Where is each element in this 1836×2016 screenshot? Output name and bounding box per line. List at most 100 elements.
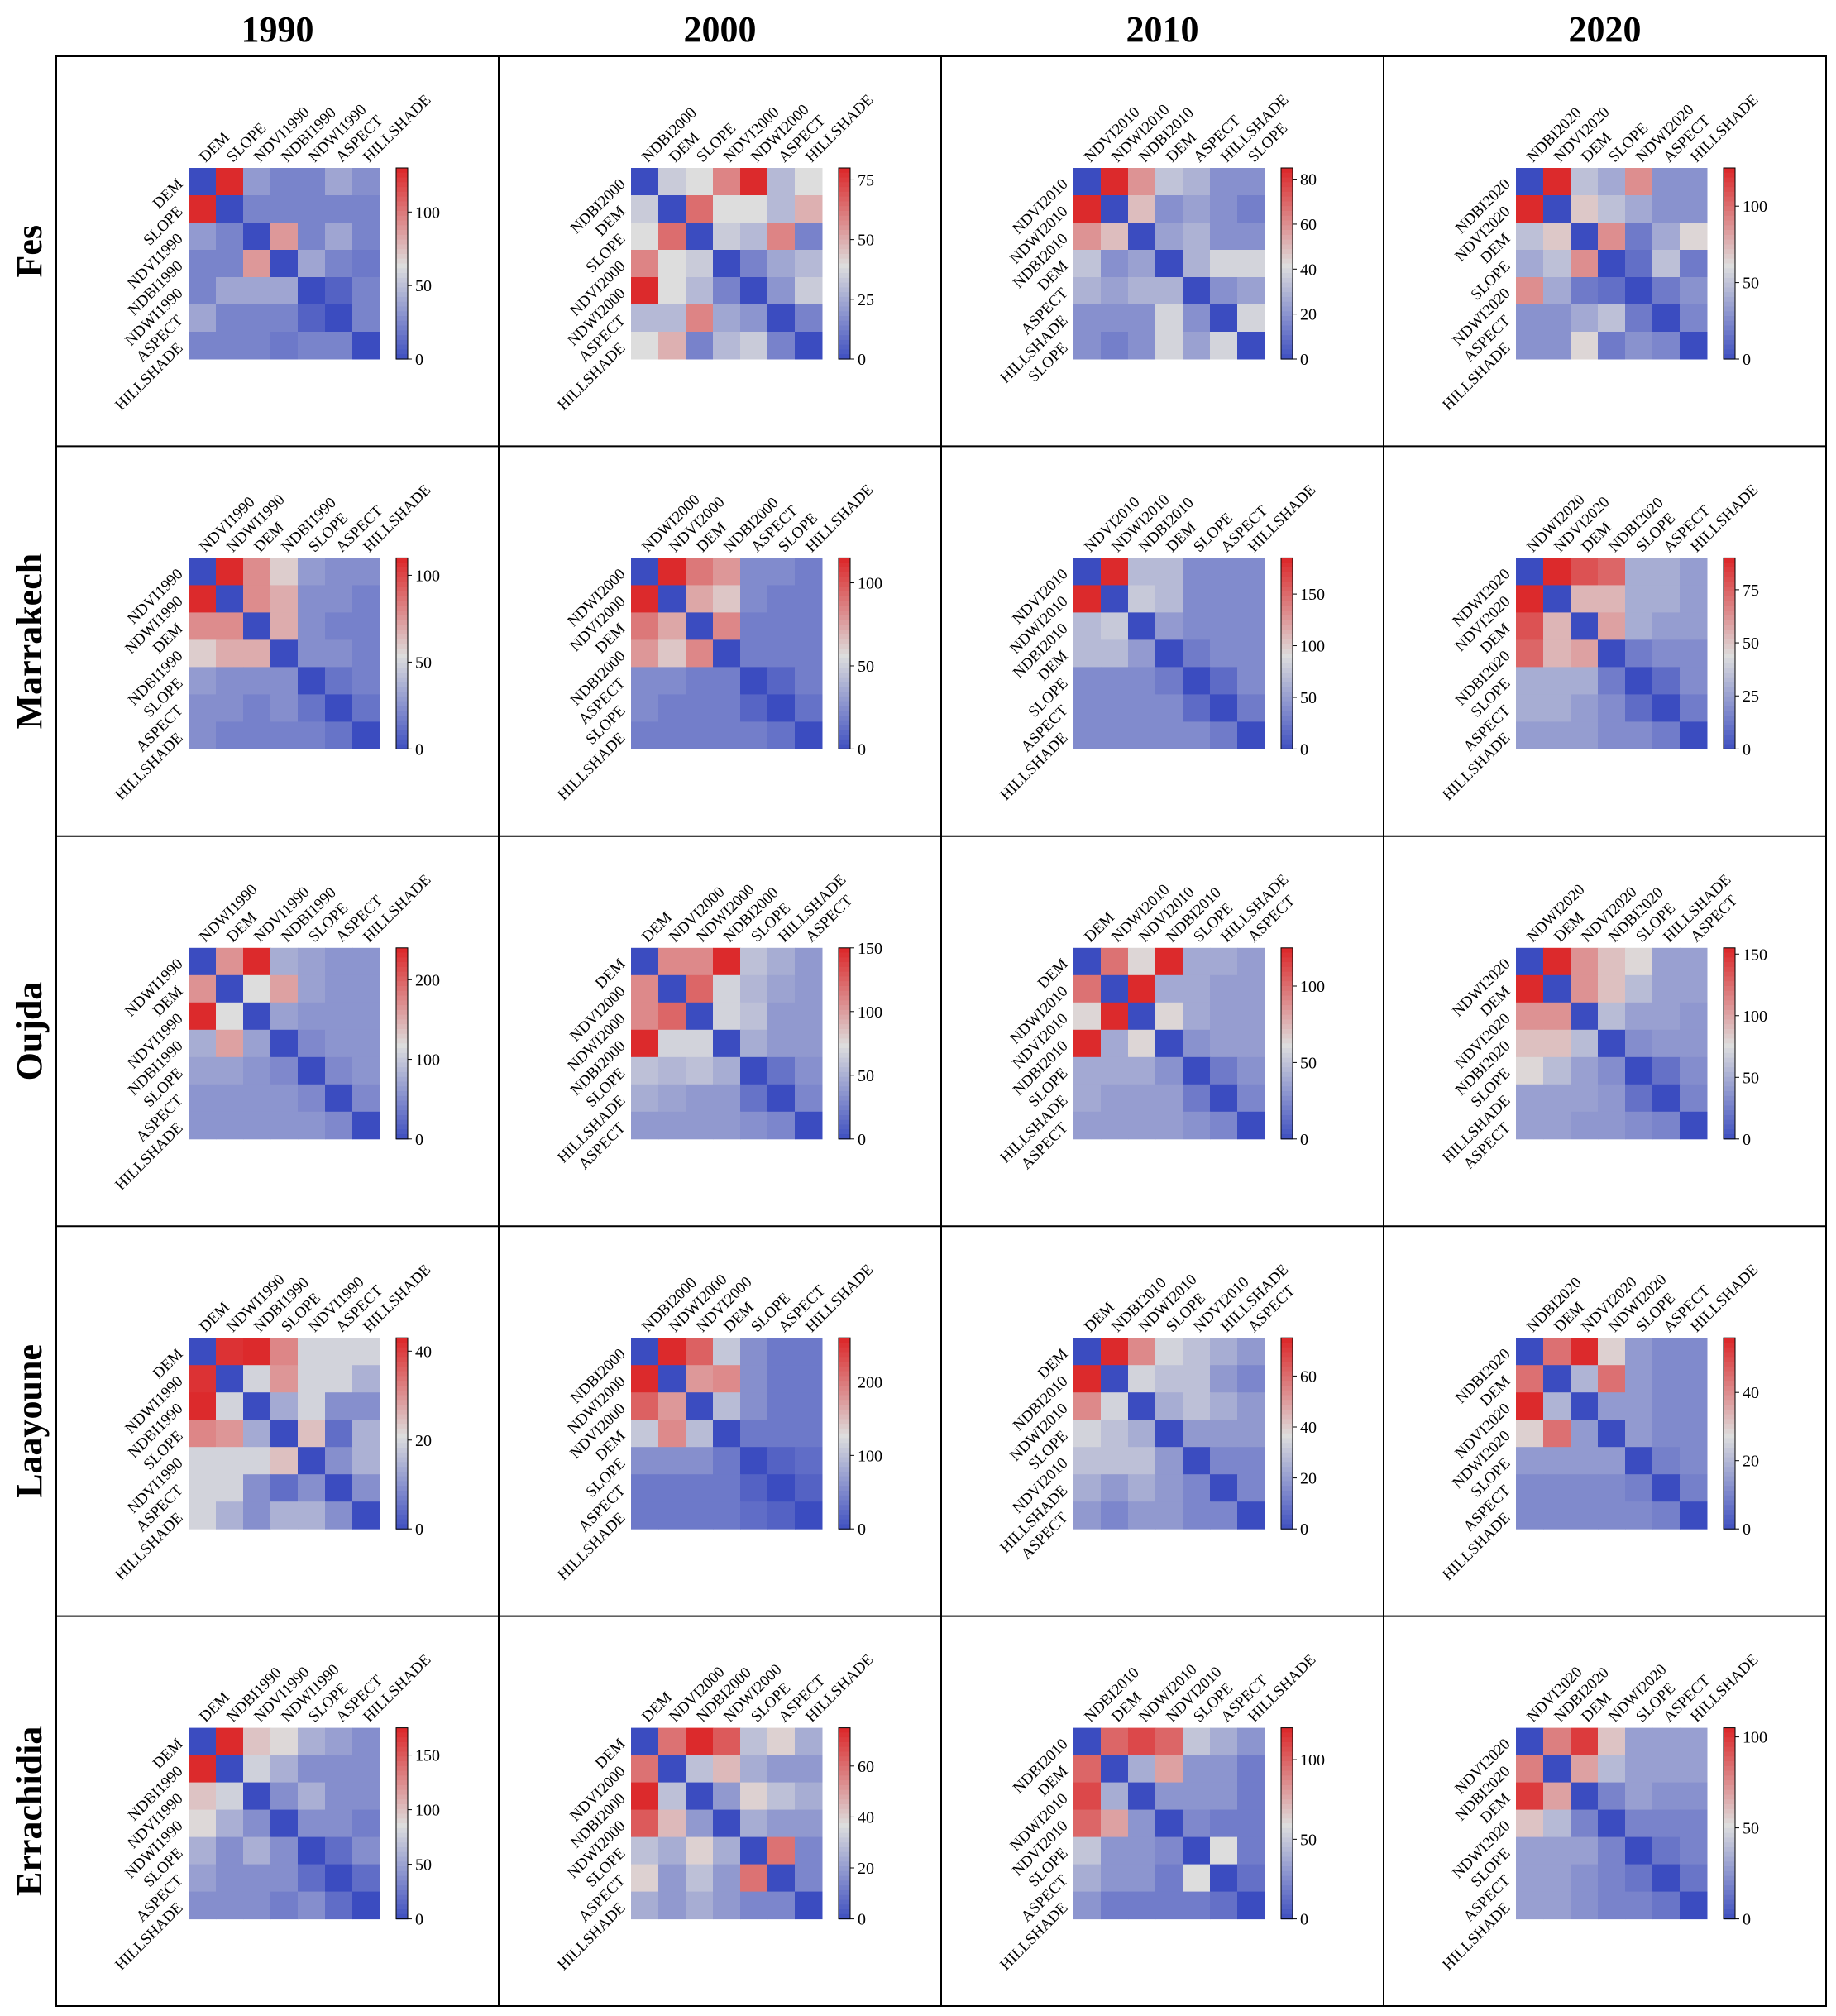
heatmap-cell (1155, 1809, 1183, 1838)
colorbar-segment (839, 234, 850, 241)
colorbar-segment (839, 692, 850, 697)
heatmap-cell (1516, 1365, 1544, 1393)
heatmap-cell (1210, 1002, 1238, 1031)
heatmap-cell (1073, 168, 1102, 196)
colorbar-segment (1281, 196, 1293, 203)
heatmap-cell (1101, 558, 1129, 586)
heatmap-cell (1680, 1727, 1708, 1756)
heatmap-cell (1155, 585, 1183, 613)
heatmap-cell (1210, 1782, 1238, 1811)
heatmap-cell (686, 1365, 714, 1393)
heatmap-cell (1101, 1392, 1129, 1420)
colorbar-segment (396, 187, 408, 193)
heatmap-cell (325, 195, 353, 223)
heatmap-cell (325, 1809, 353, 1838)
colorbar-segment (1281, 273, 1293, 279)
colorbar-tick-label: 50 (1743, 634, 1759, 653)
colorbar-segment (1281, 620, 1293, 625)
heatmap-cell (1183, 1864, 1211, 1893)
heatmap-cell (325, 1002, 353, 1031)
heatmap-cell (631, 612, 659, 640)
colorbar-segment (839, 1909, 850, 1915)
heatmap-cell (1073, 558, 1102, 586)
heatmap-cell (1680, 250, 1708, 278)
colorbar-segment (839, 196, 850, 203)
heatmap-cell (298, 1365, 326, 1393)
colorbar-segment (1724, 952, 1735, 958)
colorbar-segment (839, 653, 850, 659)
heatmap-cell (740, 639, 768, 668)
heatmap-cell (1237, 304, 1265, 333)
heatmap-cell (1680, 947, 1708, 976)
heatmap-cell (1073, 250, 1102, 278)
heatmap-cell (1155, 721, 1183, 749)
colorbar-segment (1724, 639, 1735, 644)
colorbar-segment (839, 311, 850, 317)
heatmap-cell (1101, 1084, 1129, 1113)
colorbar-segment (1724, 1823, 1735, 1829)
heatmap-cell (1155, 1392, 1183, 1420)
colorbar-segment (839, 1837, 850, 1843)
heatmap-cell (1210, 1864, 1238, 1893)
heatmap-cell (795, 947, 823, 976)
heatmap-cell (1571, 195, 1599, 223)
heatmap-cell (189, 250, 217, 278)
colorbar-segment (839, 168, 850, 174)
heatmap-cell (243, 223, 271, 251)
colorbar-segment (839, 249, 850, 255)
heatmap-cell (270, 1891, 299, 1920)
colorbar-segment (839, 1110, 850, 1116)
heatmap-cell (1183, 612, 1211, 640)
colorbar-tick-label: 50 (1300, 1831, 1317, 1849)
heatmap-cell (767, 1002, 796, 1031)
colorbar-segment (1281, 1005, 1293, 1011)
colorbar-segment (839, 563, 850, 568)
colorbar-segment (1724, 196, 1735, 203)
colorbar-segment (1281, 1352, 1293, 1358)
heatmap-cell (1680, 304, 1708, 333)
heatmap-cell (686, 1002, 714, 1031)
heatmap-cell (1101, 721, 1129, 749)
heatmap-cell (686, 639, 714, 668)
heatmap-cell (352, 1029, 380, 1058)
colorbar-segment (1724, 1813, 1735, 1819)
colorbar-segment (839, 639, 850, 644)
colorbar-segment (1724, 1390, 1735, 1396)
city-label: Fes (9, 225, 50, 278)
heatmap-cell (1237, 195, 1265, 223)
heatmap-cell (713, 1447, 741, 1475)
colorbar-tick-label: 25 (1743, 687, 1759, 706)
heatmap-cell (1652, 947, 1681, 976)
colorbar-segment (839, 1842, 850, 1848)
colorbar-frame (1723, 1727, 1736, 1920)
colorbar-segment (1281, 947, 1293, 954)
colorbar-segment (1281, 1842, 1293, 1848)
colorbar-segment (1281, 230, 1293, 236)
heatmap-cell (298, 223, 326, 251)
colorbar-segment (1724, 1376, 1735, 1382)
heatmap-cell (1571, 304, 1599, 333)
heatmap-cell (1101, 1111, 1129, 1140)
heatmap-cell (352, 1447, 380, 1475)
colorbar-segment (1724, 990, 1735, 997)
colorbar-segment (1281, 1381, 1293, 1386)
colorbar-segment (839, 1081, 850, 1087)
colorbar-segment (1281, 1775, 1293, 1781)
heatmap-cell (1183, 1029, 1211, 1058)
heatmap-cell (1516, 1420, 1544, 1448)
colorbar-segment (396, 687, 408, 692)
heatmap-cell (1625, 612, 1653, 640)
colorbar-segment (1281, 1519, 1293, 1525)
colorbar-segment (396, 1780, 408, 1786)
heatmap-cell (243, 694, 271, 722)
heatmap-cell (1652, 1338, 1681, 1366)
heatmap-cell (1101, 1864, 1129, 1893)
colorbar-segment (1724, 339, 1735, 346)
heatmap-cell (713, 1782, 741, 1811)
colorbar-segment (1281, 1784, 1293, 1791)
heatmap-cell (189, 1474, 217, 1502)
heatmap-cell (1183, 721, 1211, 749)
heatmap-cell (216, 1727, 244, 1756)
colorbar-segment (1724, 572, 1735, 578)
